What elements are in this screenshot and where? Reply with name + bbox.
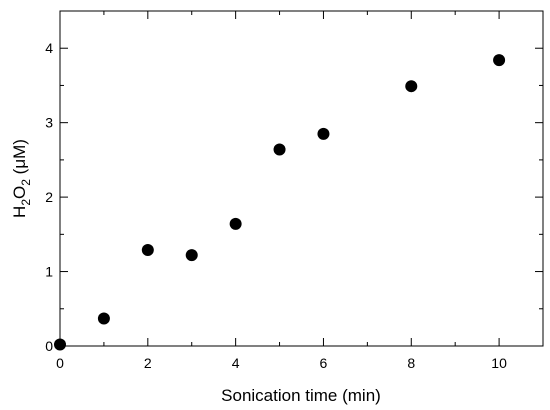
y-tick-label: 4: [45, 40, 53, 56]
y-axis-label-subscript: 2: [19, 179, 33, 186]
y-tick-label: 0: [45, 338, 53, 354]
data-points: [54, 54, 506, 351]
x-tick-label: 10: [491, 355, 507, 371]
data-point: [229, 217, 242, 230]
y-tick-label: 2: [45, 189, 53, 205]
data-point: [54, 338, 66, 351]
data-point: [493, 54, 506, 67]
x-tick-label: 6: [320, 355, 328, 371]
x-tick-label: 4: [232, 355, 240, 371]
data-point: [405, 80, 418, 93]
data-point: [185, 249, 198, 262]
y-axis-label-part: H: [10, 206, 29, 218]
plot-area-frame: [59, 10, 544, 347]
data-point: [141, 243, 154, 256]
x-tick-label: 0: [56, 355, 64, 371]
data-point: [317, 127, 330, 140]
x-axis-ticks: 0 2 4 6 8 10: [56, 11, 544, 371]
x-tick-label: 8: [407, 355, 415, 371]
y-tick-label: 1: [45, 264, 53, 280]
y-tick-label: 3: [45, 115, 53, 131]
x-tick-label: 2: [144, 355, 152, 371]
y-axis-label-part: (μM): [10, 139, 29, 179]
y-axis-ticks: 0 1 2 3 4: [45, 10, 543, 354]
data-point: [97, 312, 110, 325]
x-axis-label: Sonication time (min): [221, 386, 381, 405]
data-point: [273, 143, 286, 156]
y-axis-label-part: O: [10, 186, 29, 199]
y-axis-label: H2O2 (μM): [10, 139, 33, 218]
y-axis-label-subscript: 2: [19, 199, 33, 206]
